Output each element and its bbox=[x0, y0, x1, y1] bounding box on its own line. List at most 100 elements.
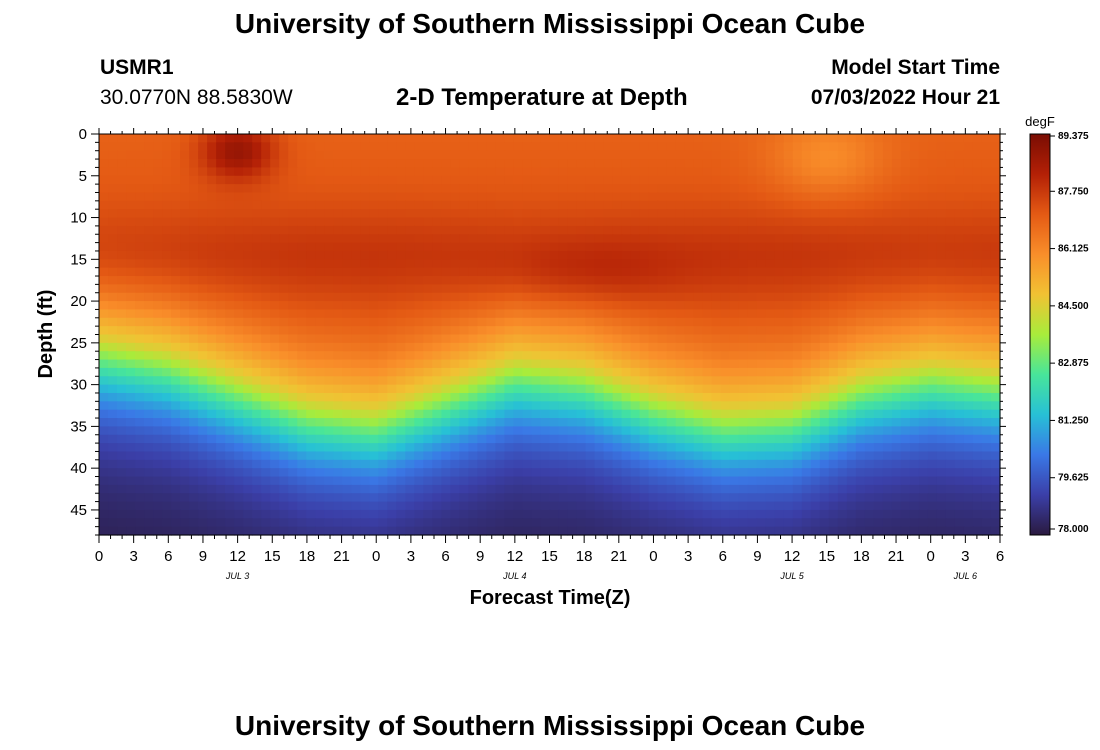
heatmap-cell bbox=[243, 418, 253, 427]
heatmap-cell bbox=[837, 434, 848, 444]
heatmap-cell bbox=[126, 309, 136, 319]
heatmap-cell bbox=[279, 259, 289, 269]
heatmap-cell bbox=[405, 384, 415, 394]
heatmap-cell bbox=[585, 259, 596, 269]
heatmap-cell bbox=[171, 351, 181, 361]
heatmap-cell bbox=[549, 175, 560, 185]
heatmap-cell bbox=[810, 501, 821, 511]
heatmap-cell bbox=[315, 501, 325, 511]
heatmap-cell bbox=[333, 267, 343, 277]
heatmap-cell bbox=[297, 367, 307, 377]
heatmap-cell bbox=[927, 142, 938, 152]
heatmap-cell bbox=[567, 250, 578, 260]
heatmap-cell bbox=[783, 317, 794, 327]
heatmap-cell bbox=[432, 484, 442, 494]
heatmap-cell bbox=[378, 468, 388, 478]
heatmap-cell bbox=[954, 451, 965, 461]
heatmap-cell bbox=[261, 267, 271, 277]
heatmap-cell bbox=[360, 426, 370, 436]
heatmap-cell bbox=[711, 292, 722, 302]
heatmap-cell bbox=[162, 468, 172, 478]
heatmap-cell bbox=[792, 384, 803, 394]
heatmap-cell bbox=[927, 225, 938, 235]
heatmap-cell bbox=[225, 209, 235, 219]
heatmap-cell bbox=[576, 267, 587, 277]
heatmap-cell bbox=[225, 192, 235, 202]
heatmap-cell bbox=[423, 359, 433, 369]
heatmap-cell bbox=[198, 175, 208, 185]
heatmap-cell bbox=[603, 426, 614, 436]
heatmap-cell bbox=[756, 301, 767, 311]
heatmap-cell bbox=[459, 401, 470, 411]
heatmap-cell bbox=[630, 501, 641, 511]
heatmap-cell bbox=[126, 142, 136, 152]
heatmap-cell bbox=[891, 242, 902, 252]
heatmap-cell bbox=[432, 309, 442, 319]
heatmap-cell bbox=[540, 367, 551, 377]
heatmap-cell bbox=[459, 351, 470, 361]
heatmap-cell bbox=[531, 392, 542, 402]
heatmap-cell bbox=[189, 259, 199, 269]
heatmap-cell bbox=[324, 225, 334, 235]
heatmap-cell bbox=[468, 526, 479, 536]
heatmap-cell bbox=[819, 259, 830, 269]
heatmap-cell bbox=[450, 509, 460, 519]
heatmap-cell bbox=[612, 242, 623, 252]
heatmap-cell bbox=[279, 334, 289, 344]
heatmap-cell bbox=[243, 501, 253, 511]
heatmap-cell bbox=[432, 468, 442, 478]
heatmap-cell bbox=[504, 284, 515, 294]
heatmap-cell bbox=[747, 418, 758, 427]
heatmap-cell bbox=[315, 518, 325, 528]
heatmap-cell bbox=[702, 376, 713, 386]
heatmap-cell bbox=[396, 418, 406, 427]
heatmap-cell bbox=[423, 142, 433, 152]
heatmap-cell bbox=[900, 284, 911, 294]
heatmap-cell bbox=[261, 509, 271, 519]
heatmap-cell bbox=[621, 443, 632, 453]
heatmap-cell bbox=[756, 217, 767, 227]
heatmap-cell bbox=[765, 476, 776, 486]
heatmap-cell bbox=[414, 200, 424, 210]
heatmap-cell bbox=[243, 367, 253, 377]
heatmap-cell bbox=[945, 276, 956, 285]
heatmap-cell bbox=[297, 376, 307, 386]
heatmap-cell bbox=[360, 225, 370, 235]
heatmap-cell bbox=[585, 242, 596, 252]
heatmap-cell bbox=[198, 209, 208, 219]
heatmap-cell bbox=[936, 259, 947, 269]
heatmap-cell bbox=[747, 276, 758, 285]
heatmap-cell bbox=[99, 451, 109, 461]
heatmap-cell bbox=[621, 342, 632, 352]
heatmap-cell bbox=[387, 242, 397, 252]
heatmap-cell bbox=[216, 367, 226, 377]
heatmap-cell bbox=[198, 392, 208, 402]
heatmap-cell bbox=[315, 209, 325, 219]
heatmap-cell bbox=[468, 309, 479, 319]
heatmap-cell bbox=[117, 184, 127, 194]
heatmap-cell bbox=[927, 267, 938, 277]
heatmap-cell bbox=[378, 292, 388, 302]
heatmap-cell bbox=[396, 234, 406, 244]
heatmap-cell bbox=[423, 392, 433, 402]
heatmap-cell bbox=[918, 367, 929, 377]
heatmap-cell bbox=[774, 225, 785, 235]
heatmap-cell bbox=[189, 209, 199, 219]
heatmap-cell bbox=[810, 184, 821, 194]
heatmap-cell bbox=[801, 342, 812, 352]
heatmap-cell bbox=[792, 476, 803, 486]
heatmap-cell bbox=[423, 184, 433, 194]
heatmap-cell bbox=[711, 392, 722, 402]
heatmap-cell bbox=[333, 367, 343, 377]
heatmap-cell bbox=[927, 184, 938, 194]
heatmap-cell bbox=[513, 159, 524, 169]
heatmap-cell bbox=[648, 359, 659, 369]
heatmap-cell bbox=[828, 401, 839, 411]
heatmap-cell bbox=[423, 234, 433, 244]
heatmap-cell bbox=[162, 334, 172, 344]
heatmap-cell bbox=[108, 267, 118, 277]
heatmap-cell bbox=[828, 351, 839, 361]
heatmap-cell bbox=[117, 392, 127, 402]
heatmap-cell bbox=[432, 409, 442, 419]
heatmap-cell bbox=[369, 451, 379, 461]
